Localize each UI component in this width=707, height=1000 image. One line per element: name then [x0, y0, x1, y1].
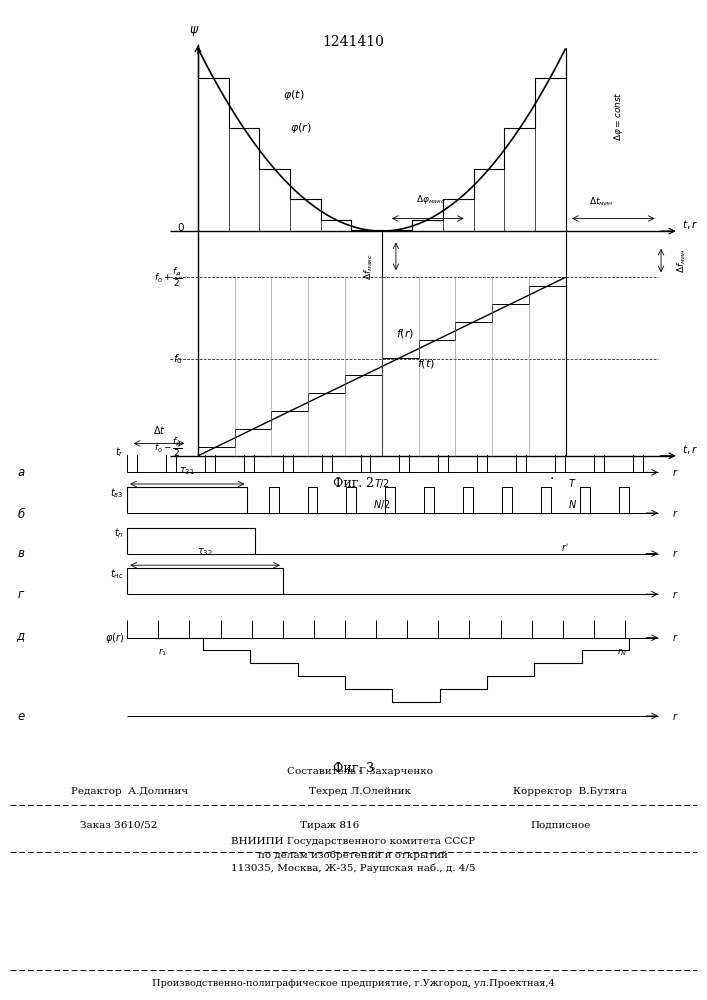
Text: по делам изобретений и открытий: по делам изобретений и открытий: [258, 850, 448, 860]
Text: $r'$: $r'$: [561, 542, 570, 554]
Text: $\psi$: $\psi$: [189, 24, 199, 38]
Text: $t_{нс}$: $t_{нс}$: [110, 567, 124, 581]
Text: $\Delta\varphi=const$: $\Delta\varphi=const$: [612, 91, 625, 141]
Text: $\Delta t$: $\Delta t$: [153, 424, 165, 436]
Text: $\Delta f_{макс}$: $\Delta f_{макс}$: [362, 253, 375, 280]
Text: $\varphi(t)$: $\varphi(t)$: [283, 88, 304, 102]
Text: $r$: $r$: [672, 632, 678, 643]
Text: $r$: $r$: [672, 467, 678, 478]
Text: $r$: $r$: [672, 508, 678, 519]
Text: $\varphi(r)$: $\varphi(r)$: [105, 631, 124, 645]
Text: ВНИИПИ Государственного комитета СССР: ВНИИПИ Государственного комитета СССР: [231, 838, 475, 846]
Text: $r_1$: $r_1$: [158, 646, 168, 658]
Text: $r$: $r$: [672, 589, 678, 600]
Text: Редактор  А.Долинич: Редактор А.Долинич: [71, 788, 189, 796]
Text: $\Delta\varphi_{макс}$: $\Delta\varphi_{макс}$: [416, 193, 446, 206]
Text: $r$: $r$: [672, 710, 678, 722]
Text: $f_0+\dfrac{f_д}{2}$: $f_0+\dfrac{f_д}{2}$: [154, 265, 182, 289]
Text: $\Delta f_{мин}$: $\Delta f_{мин}$: [675, 248, 688, 273]
Text: $T/2$: $T/2$: [374, 477, 390, 490]
Text: Подписное: Подписное: [530, 820, 590, 830]
Text: $f(t)$: $f(t)$: [417, 357, 436, 370]
Text: $t_{в3}$: $t_{в3}$: [110, 486, 124, 500]
Text: Техред Л.Олейник: Техред Л.Олейник: [309, 788, 411, 796]
Text: $f_0$: $f_0$: [173, 352, 182, 366]
Text: 113035, Москва, Ж-35, Раушская наб., д. 4/5: 113035, Москва, Ж-35, Раушская наб., д. …: [230, 863, 475, 873]
Text: $f_0-\dfrac{f_д}{2}$: $f_0-\dfrac{f_д}{2}$: [154, 436, 182, 459]
Text: $t, r$: $t, r$: [682, 443, 699, 456]
Text: $\Delta t_{мин}$: $\Delta t_{мин}$: [589, 196, 613, 208]
Text: $N$: $N$: [568, 498, 577, 510]
Text: Фиг. 2: Фиг. 2: [333, 477, 374, 490]
Text: $\varphi(r)$: $\varphi(r)$: [290, 121, 312, 135]
Text: $д$: $д$: [16, 631, 26, 644]
Text: $в$: $в$: [17, 547, 25, 560]
Text: $\tau_{32}$: $\tau_{32}$: [197, 546, 213, 558]
Text: $е$: $е$: [17, 710, 25, 722]
Text: $б$: $б$: [17, 506, 25, 521]
Text: $t_r$: $t_r$: [115, 445, 124, 459]
Text: 1241410: 1241410: [322, 35, 385, 49]
Text: $r_N$: $r_N$: [617, 646, 627, 658]
Text: $.$: $.$: [549, 468, 554, 482]
Text: $\tau_{31}$: $\tau_{31}$: [180, 465, 195, 477]
Text: Заказ 3610/52: Заказ 3610/52: [80, 820, 158, 830]
Text: $r$: $r$: [672, 548, 678, 559]
Text: $N/2$: $N/2$: [373, 498, 390, 511]
Text: $t_n$: $t_n$: [114, 526, 124, 540]
Text: Корректор  В.Бутяга: Корректор В.Бутяга: [513, 788, 627, 796]
Text: Фиг. 3: Фиг. 3: [333, 762, 374, 775]
Text: $г$: $г$: [17, 588, 25, 601]
Text: $0$: $0$: [177, 221, 185, 233]
Text: Производственно-полиграфическое предприятие, г.Ужгород, ул.Проектная,4: Производственно-полиграфическое предприя…: [151, 980, 554, 988]
Text: Составитель Г.Захарченко: Составитель Г.Захарченко: [287, 768, 433, 776]
Text: $f(r)$: $f(r)$: [396, 328, 414, 340]
Text: $a$: $a$: [17, 466, 25, 479]
Text: $t, r$: $t, r$: [682, 218, 699, 231]
Text: $T$: $T$: [568, 477, 577, 489]
Text: Тираж 816: Тираж 816: [300, 820, 360, 830]
